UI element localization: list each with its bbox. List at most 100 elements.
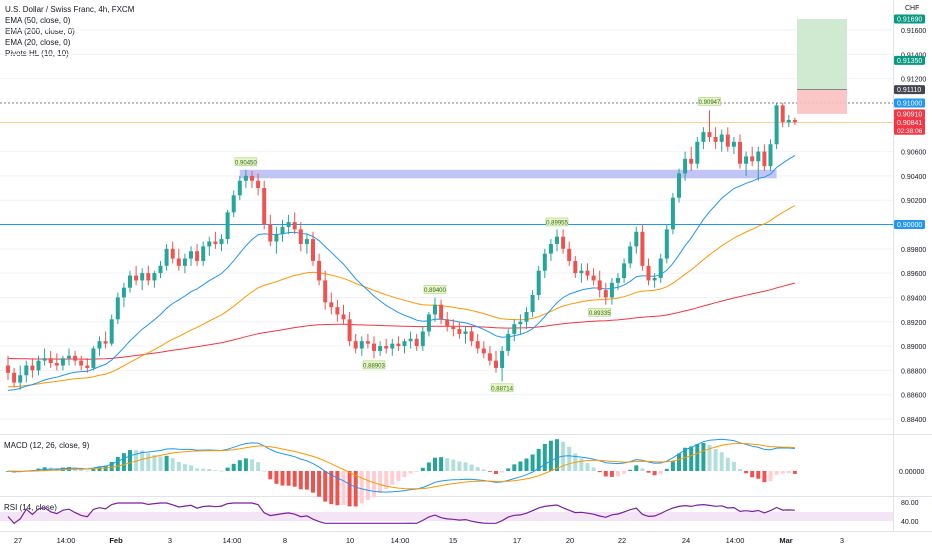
candle-body [12,372,17,383]
candle-body [481,348,486,354]
macd-histogram-bar [664,468,669,471]
candle-body [73,355,78,361]
macd-histogram-bar [341,471,346,505]
candle-body [128,275,132,288]
macd-histogram-bar [585,463,590,471]
price-tick-label: 0.89600 [901,271,926,278]
candle-body [707,132,712,137]
candle-body [646,265,651,281]
candle-body [42,358,47,361]
macd-histogram-bar [609,471,614,477]
candle-body [487,353,492,361]
time-tick-label: 8 [283,536,287,545]
macd-histogram-bar [792,471,797,474]
time-tick-label: 20 [566,536,574,545]
pivot-labels: 0.90450 0.88903 0.89400 0.88714 0.89955 0.893… [234,97,721,392]
rsi-line [7,502,795,525]
candle-body [768,144,773,167]
macd-histogram-bar [280,471,285,486]
time-tick-label: Feb [109,536,123,545]
candle-body [97,341,102,349]
candle-body [103,341,108,344]
candle-body [347,319,352,342]
ema50-line [7,205,796,388]
candle-body [195,251,200,261]
macd-pane: 0.00000 [6,438,924,507]
candle-body [664,229,669,259]
macd-histogram-bar [677,453,681,471]
candle-body [616,277,620,283]
support-zone [239,169,777,179]
candle-body [725,134,730,147]
candle-body [109,319,114,344]
macd-histogram-bar [506,468,511,471]
candle-body [280,226,285,235]
candle-body [164,248,169,266]
candle-body [518,321,523,325]
candle-body [439,304,444,320]
macd-histogram-bar [347,471,352,507]
macd-histogram-bar [530,454,535,471]
candle-body [201,246,206,261]
macd-histogram-bar [487,471,492,472]
candle-body [304,239,309,244]
macd-histogram-bar [402,471,407,478]
time-tick-label: 14:00 [726,536,745,545]
macd-histogram-bar [567,446,572,471]
candle-body [536,270,541,296]
macd-histogram-bar [213,470,218,471]
candle-body [561,236,566,249]
macd-histogram-bar [256,462,261,471]
macd-signal-line [7,442,795,490]
macd-label: MACD (12, 26, close, 9) [4,441,90,450]
macd-zero-label: 0.00000 [899,469,924,476]
candle-body [256,180,261,189]
candle-body [408,338,413,342]
price-tick-label: 0.88400 [901,417,926,424]
candle-body [182,258,187,266]
candle-body [30,365,35,371]
candle-body [372,343,376,351]
macd-histogram-bar [335,471,340,506]
macd-histogram-bar [512,464,517,471]
price-label-bg [894,55,925,65]
macd-histogram-bar [250,459,254,471]
candle-body [420,331,425,347]
candle-body [219,239,224,244]
ema200-line [7,282,796,360]
candle-body [353,341,358,349]
time-tick-label: 17 [513,536,521,545]
candle-body [677,173,681,198]
candle-body [469,331,474,342]
candle-body [780,105,785,123]
macd-histogram-bar [219,470,224,472]
price-tick-label: 0.90400 [901,174,926,181]
macd-histogram-bar [622,471,627,474]
macd-histogram-bar [707,445,712,471]
macd-histogram-bar [134,450,139,471]
candle-body [567,248,572,261]
macd-histogram-bar [683,447,688,471]
time-tick-label: Mar [779,536,792,545]
macd-histogram-bar [268,471,273,480]
pivot-label: 0.89400 [424,288,446,294]
candle-body [152,273,157,281]
price-label: 0.90841 [897,120,922,127]
macd-histogram-bar [433,457,437,471]
candle-body [323,280,328,303]
candle-body [701,132,706,142]
candle-body [384,346,389,349]
macd-histogram-bar [384,471,389,490]
rsi-pane: 80.00 40.00 [0,500,919,526]
price-label-bg [894,14,925,24]
candle-body [146,273,151,281]
pivot-label: 0.88903 [363,363,385,369]
candle-body [451,326,456,330]
candle-body [79,360,84,366]
macd-histogram-bar [762,471,767,483]
macd-histogram-bar [555,439,559,471]
macd-histogram-bar [207,468,212,471]
macd-histogram-bar [225,467,230,471]
macd-histogram-bar [396,471,401,482]
